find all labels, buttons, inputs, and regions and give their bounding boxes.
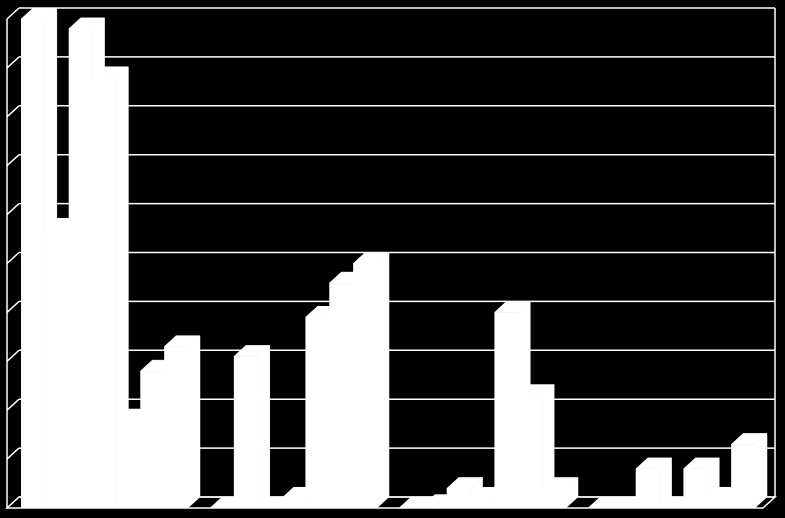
grid-lines: [5, 7, 777, 509]
bar-front: [92, 77, 117, 509]
bar: [91, 66, 130, 509]
bar-front: [731, 444, 755, 508]
bar-front: [422, 505, 447, 508]
bar-front: [281, 498, 306, 508]
bar-front: [399, 508, 423, 509]
side-wall-gridline: [6, 56, 20, 69]
bar-front: [44, 229, 69, 508]
bar-front: [635, 468, 660, 508]
bar: [233, 344, 271, 509]
side-wall-gridline: [6, 398, 20, 411]
bar-side: [257, 344, 270, 509]
bar-front: [305, 317, 330, 508]
bar-front: [470, 498, 495, 508]
bar-front: [21, 19, 45, 508]
bar-front: [707, 498, 732, 508]
bar-side: [376, 251, 390, 509]
bar-front: [518, 395, 543, 508]
bar-front: [683, 468, 708, 508]
bars: [20, 7, 768, 509]
bar-front: [257, 508, 282, 509]
bar-front: [659, 508, 684, 509]
bar: [541, 476, 579, 509]
bar-side: [754, 432, 768, 509]
side-wall-gridline: [6, 447, 20, 460]
bar-front: [140, 371, 165, 508]
bar: [163, 335, 201, 509]
side-wall-gridline: [6, 7, 20, 20]
side-wall-gridline: [6, 300, 20, 313]
bar: [517, 383, 555, 509]
side-wall-gridline: [6, 154, 20, 167]
bar-front: [116, 419, 141, 508]
bar-front: [542, 488, 566, 508]
bar-front: [210, 508, 234, 509]
bar-front: [68, 28, 93, 509]
side-wall-gridline: [6, 349, 20, 362]
bar-front: [588, 508, 612, 509]
bar-front: [446, 488, 471, 508]
bar-front: [611, 508, 636, 509]
bar: [352, 251, 390, 509]
bar-front: [353, 263, 377, 508]
bar-front: [494, 312, 519, 508]
bar-front: [329, 283, 354, 508]
bar: [635, 457, 673, 509]
side-wall-gridline: [6, 203, 20, 216]
bar-front: [233, 356, 258, 508]
bar: [730, 432, 768, 509]
bar-front: [164, 346, 188, 508]
bar-side: [187, 335, 201, 509]
side-wall-gridline: [6, 105, 20, 118]
side-wall-gridline: [6, 251, 20, 265]
